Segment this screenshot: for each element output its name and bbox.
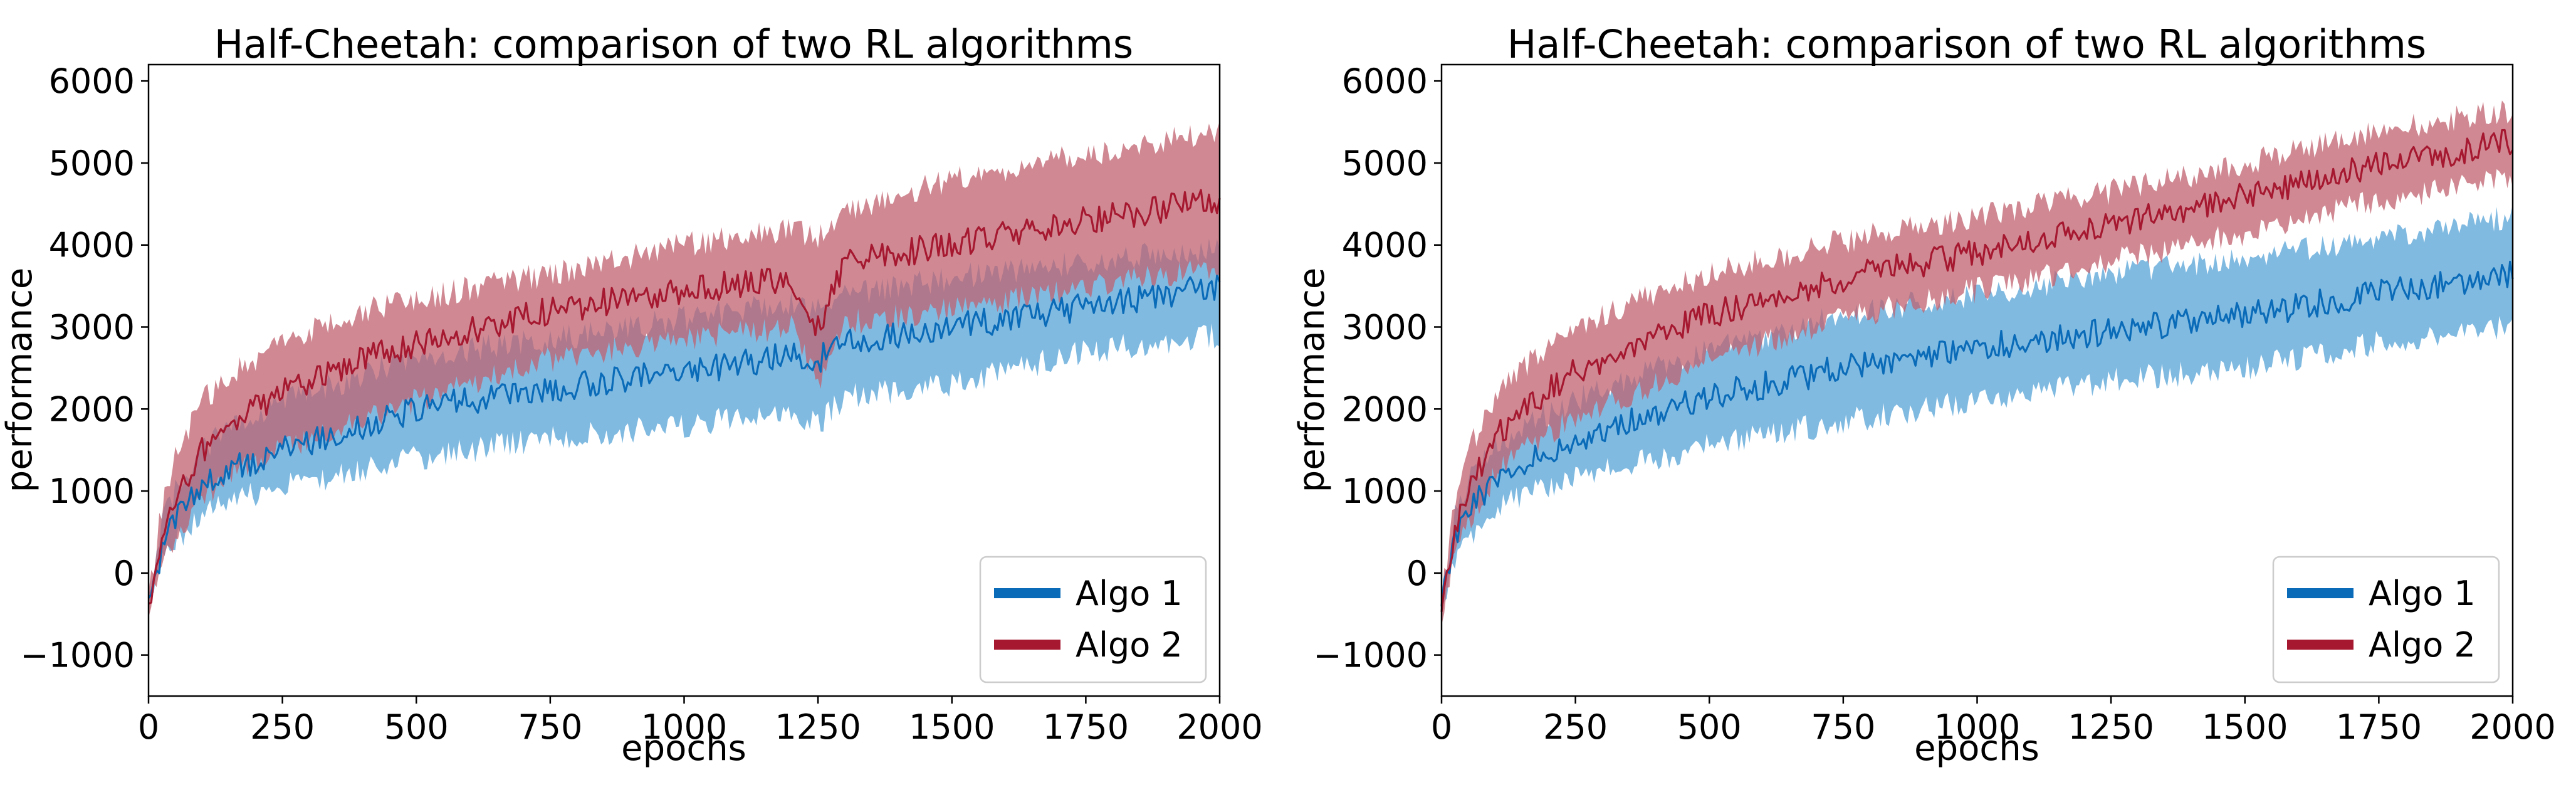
line-algo-1 (1440, 260, 2514, 606)
band-algo-2 (149, 121, 1220, 618)
y-axis-ticks: −1000 0 1000 2000 3000 4000 5000 6000 (20, 61, 149, 675)
x-tick-label: 250 (1543, 707, 1608, 747)
lines-layer (1440, 129, 2514, 612)
y-axis-ticks: −1000 0 1000 2000 3000 4000 5000 6000 (1313, 61, 1442, 675)
line-algo-2 (1440, 129, 2514, 612)
legend: Algo 1 Algo 2 (979, 556, 1207, 684)
y-axis-label: performance (1292, 268, 1333, 493)
legend: Algo 1 Algo 2 (2272, 556, 2500, 684)
y-axis-label: performance (0, 268, 40, 493)
y-tick-label: 3000 (49, 307, 135, 347)
legend-label: Algo 1 (1076, 574, 1183, 613)
x-tick-label: 750 (1811, 707, 1875, 747)
x-tick-label: 250 (250, 707, 315, 747)
x-axis-ticks: 0 250 500 750 1000 1250 1500 1750 2000 (1431, 696, 2556, 747)
x-tick-label: 1250 (2068, 707, 2154, 747)
y-tick-label: −1000 (20, 636, 135, 675)
y-tick-label: 0 (1406, 554, 1428, 593)
x-tick-label: 1000 (641, 707, 727, 747)
y-tick-label: 3000 (1342, 307, 1428, 347)
y-tick-label: 2000 (49, 389, 135, 429)
x-tick-label: 1250 (775, 707, 861, 747)
chart-panel-left: Half-Cheetah: comparison of two RL algor… (0, 21, 1263, 769)
y-tick-label: 5000 (1342, 144, 1428, 183)
y-tick-label: 1000 (1342, 472, 1428, 511)
legend-label: Algo 2 (1076, 625, 1183, 665)
bands-layer (1442, 100, 2513, 626)
x-tick-label: 0 (138, 707, 159, 747)
legend-label: Algo 2 (2369, 625, 2476, 665)
chart-title: Half-Cheetah: comparison of two RL algor… (214, 21, 1133, 67)
x-tick-label: 500 (1677, 707, 1742, 747)
x-axis-label: epochs (1914, 728, 2039, 769)
x-tick-label: 0 (1431, 707, 1452, 747)
y-tick-label: 1000 (49, 472, 135, 511)
x-axis-label: epochs (621, 728, 746, 769)
x-tick-label: 1750 (2336, 707, 2422, 747)
band-algo-1 (1442, 204, 2513, 610)
x-tick-label: 1750 (1043, 707, 1129, 747)
x-tick-label: 1000 (1934, 707, 2020, 747)
line-algo-2 (148, 189, 1221, 605)
x-tick-label: 500 (384, 707, 449, 747)
chart-title: Half-Cheetah: comparison of two RL algor… (1507, 21, 2426, 67)
x-tick-label: 2000 (1176, 707, 1262, 747)
x-tick-label: 750 (518, 707, 582, 747)
x-axis-ticks: 0 250 500 750 1000 1250 1500 1750 2000 (138, 696, 1263, 747)
y-tick-label: 6000 (49, 61, 135, 101)
x-tick-label: 1500 (2202, 707, 2288, 747)
line-algo-1 (147, 274, 1221, 599)
y-tick-label: 4000 (1342, 226, 1428, 265)
y-tick-label: 4000 (49, 226, 135, 265)
x-tick-label: 2000 (2469, 707, 2555, 747)
legend-label: Algo 1 (2369, 574, 2476, 613)
x-tick-label: 1500 (909, 707, 995, 747)
band-algo-2 (1442, 100, 2513, 626)
lines-layer (147, 189, 1221, 605)
chart-panel-right: Half-Cheetah: comparison of two RL algor… (1292, 21, 2556, 769)
y-tick-label: 6000 (1342, 61, 1428, 101)
y-tick-label: 0 (113, 554, 135, 593)
y-tick-label: 2000 (1342, 389, 1428, 429)
y-tick-label: 5000 (49, 144, 135, 183)
y-tick-label: −1000 (1313, 636, 1428, 675)
